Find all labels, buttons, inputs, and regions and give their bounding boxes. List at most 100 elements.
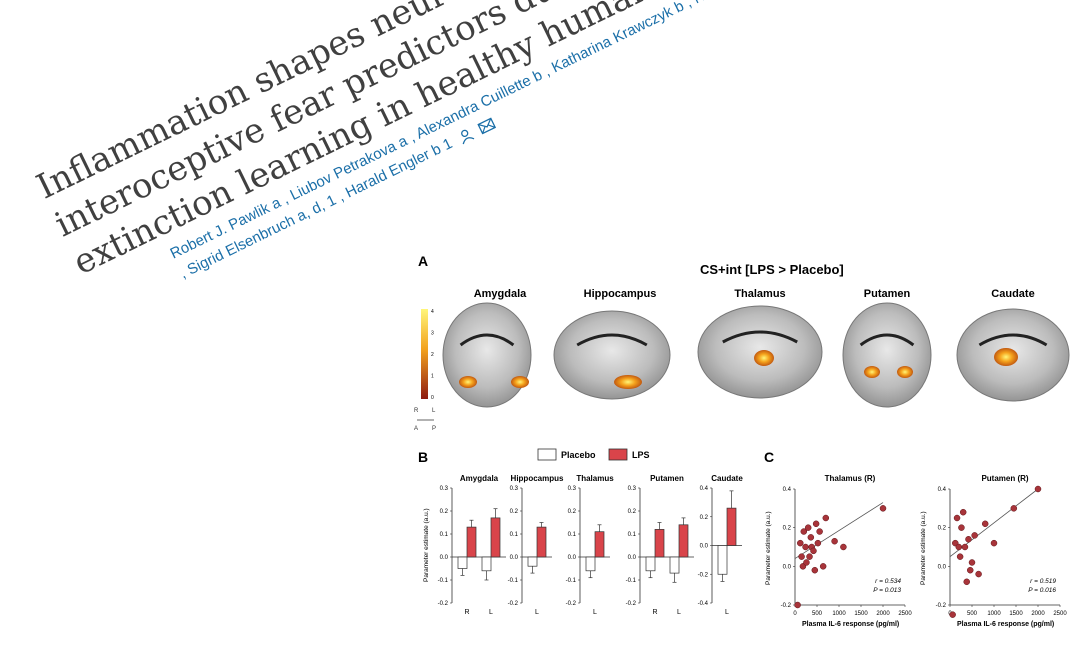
x-category-label: L [677, 609, 681, 616]
y-tick-label: 0.0 [440, 555, 449, 561]
colorbar-tick: 3 [431, 331, 434, 337]
scatter-point [959, 508, 967, 516]
y-tick-label: 0.4 [700, 486, 709, 492]
x-tick-label: 500 [967, 611, 978, 617]
legend-label-placebo: Placebo [561, 450, 596, 460]
brain-images [442, 302, 1070, 408]
region-label: Caudate [991, 288, 1034, 300]
x-tick-label: 2000 [1031, 611, 1045, 617]
bar-placebo [717, 545, 728, 575]
bar-chart: Hippocampus 0.3 0.2 0.1 0.0 -0.1 -0.2 L [508, 474, 564, 616]
bar-chart-title: Caudate [711, 474, 743, 483]
scatter-point [797, 539, 804, 547]
y-tick-label: 0.1 [510, 532, 519, 538]
activation-blob [511, 376, 529, 388]
region-labels: Amygdala Hippocampus Thalamus Putamen Caudat… [474, 288, 1035, 300]
brain-slice [442, 302, 532, 408]
scatter-point [831, 537, 838, 545]
bar-lps [726, 507, 737, 546]
brain-slice [956, 308, 1070, 402]
scatter-point [955, 543, 963, 551]
legend-label-lps: LPS [632, 450, 650, 460]
bar-chart-title: Thalamus [576, 474, 614, 483]
stat-label: r = 0.519 [1030, 578, 1056, 585]
panel-b-ylabel: Parameter estimate (a.u.) [423, 508, 430, 582]
brain-slice [697, 305, 823, 399]
x-tick-label: 0 [793, 611, 797, 617]
bar-placebo [645, 556, 656, 572]
y-tick-label: 0.2 [700, 515, 709, 521]
scatter-point [971, 532, 978, 539]
x-tick-label: 2500 [898, 611, 912, 617]
author-line[interactable]: , Sigrid Elsenbruch a, d, 1 , Harald Eng… [176, 0, 743, 285]
region-label: Amygdala [474, 288, 527, 300]
x-category-label: R [464, 609, 469, 616]
orientation-p: P [432, 426, 436, 432]
scatter-point [981, 520, 989, 528]
x-tick-label: 1000 [987, 611, 1001, 617]
bar-lps [594, 531, 605, 558]
y-tick-label: -0.2 [781, 603, 792, 609]
scatter-charts: Thalamus (R)0.40.20.0-0.20 500 1000 1500 200… [781, 474, 1067, 618]
legend-swatch-lps [608, 448, 628, 461]
panel-c-letter: C [764, 449, 774, 465]
scatter-point [961, 543, 969, 551]
author-list: Robert J. Pawlik a , Liubov Petrakova a … [167, 0, 799, 285]
orientation-l: L [432, 408, 436, 414]
y-tick-label: -0.4 [698, 601, 709, 607]
y-tick-label: 0.3 [510, 486, 519, 492]
bar-chart-title: Amygdala [460, 474, 499, 483]
bar-chart: Amygdala 0.3 0.2 0.1 0.0 -0.1 -0.2 R L [438, 474, 506, 616]
panel-b-legend: Placebo LPS [537, 448, 650, 461]
y-tick-label: -0.2 [936, 603, 947, 609]
stat-label: P = 0.016 [1028, 587, 1056, 594]
activation-blob [864, 366, 880, 378]
bar-chart-title: Putamen [650, 474, 684, 483]
mail-icon[interactable] [477, 117, 497, 135]
y-tick-label: 0.4 [783, 487, 792, 493]
panel-a-heading: CS+int [LPS > Placebo] [700, 262, 844, 277]
scatter-point [990, 539, 998, 547]
brain-ventricle [859, 333, 915, 347]
panel-a-letter: A [418, 253, 428, 269]
scatter-point [810, 547, 817, 555]
x-category-label: L [535, 609, 539, 616]
x-category-label: L [593, 609, 597, 616]
stat-label: r = 0.534 [875, 578, 901, 585]
person-icon[interactable] [456, 126, 477, 146]
colorbar: 4 3 2 1 0 [421, 309, 434, 401]
activation-blob [614, 375, 642, 389]
x-tick-label: 2000 [876, 611, 890, 617]
panel-c-ylabel-2: Parameter estimate (a.u.) [920, 511, 927, 585]
scatter-point [968, 559, 976, 566]
bar-chart: Thalamus 0.3 0.2 0.1 0.0 -0.1 -0.2 L [566, 474, 615, 616]
brain-slice [553, 310, 671, 400]
scatter-point [812, 520, 820, 528]
colorbar-tick: 2 [431, 352, 434, 358]
brain-slice [842, 302, 932, 408]
panel-c-xlabel-2: Plasma IL-6 response (pg/ml) [957, 621, 1054, 628]
panel-c-ylabel-1: Parameter estimate (a.u.) [765, 511, 772, 585]
y-tick-label: -0.1 [438, 578, 449, 584]
scatter-point [840, 543, 847, 551]
y-tick-label: 0.0 [938, 564, 947, 570]
scatter-point [949, 611, 956, 618]
orientation-a: A [414, 426, 418, 432]
scatter-point [953, 514, 961, 522]
scatter-point [879, 505, 887, 512]
x-tick-label: 2500 [1053, 611, 1067, 617]
y-tick-label: -0.2 [508, 601, 519, 607]
y-tick-label: 0.2 [568, 509, 577, 515]
brain-outline [442, 302, 532, 408]
y-tick-label: 0.0 [700, 544, 709, 550]
scatter-point [958, 524, 965, 531]
bar-placebo [527, 556, 538, 567]
y-tick-label: 0.3 [628, 486, 637, 492]
region-label: Putamen [864, 288, 911, 300]
x-category-label: L [725, 609, 729, 616]
bar-chart: Putamen 0.3 0.2 0.1 0.0 -0.1 -0.2 R L [626, 474, 694, 616]
scatter-title: Thalamus (R) [825, 474, 876, 483]
scatter-point [807, 534, 815, 541]
